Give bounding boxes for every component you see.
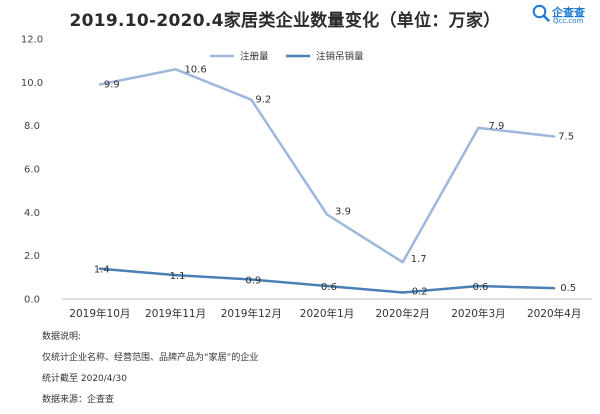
data-point: [98, 267, 102, 270]
data-label: 0.5: [560, 283, 576, 294]
legend-label: 注册量: [240, 51, 269, 63]
y-tick-label: 8.0: [24, 121, 40, 132]
data-label: 7.5: [558, 132, 574, 143]
x-tick-label: 2020年2月: [376, 307, 430, 320]
x-tick-label: 2020年1月: [300, 307, 354, 320]
data-label: 0.6: [472, 282, 488, 293]
y-tick-label: 12.0: [21, 35, 43, 46]
data-point: [250, 98, 253, 101]
data-notes: 数据说明: 仅统计企业名称、经营范围、品牌产品为“家居”的企业 统计截至 202…: [42, 330, 258, 414]
logo-text: 企查查: [552, 6, 585, 19]
data-point: [552, 135, 556, 138]
x-tick-label: 2019年10月: [69, 307, 130, 320]
series-lines: 9.9 10.6 9.2 3.9 1.7 7.9 7.5 1.4 1.1 0.9 0.6 0.2 0.6…: [94, 64, 576, 297]
chart-title: 2019.10-2020.4家居类企业数量变化（单位：万家）: [69, 11, 501, 31]
data-label: 1.4: [94, 265, 110, 276]
data-label: 9.2: [255, 95, 271, 106]
x-tick-label: 2019年12月: [221, 307, 282, 320]
notes-line-scope: 仅统计企业名称、经营范围、品牌产品为“家居”的企业: [42, 353, 259, 363]
data-label: 0.6: [321, 282, 337, 293]
data-label: 0.9: [245, 276, 261, 287]
data-point: [477, 284, 480, 288]
data-label: 0.2: [412, 287, 428, 298]
y-tick-label: 2.0: [24, 251, 40, 262]
data-point: [250, 278, 253, 281]
data-label: 7.9: [488, 121, 504, 132]
data-label: 3.9: [335, 207, 351, 218]
data-point: [325, 284, 329, 288]
data-point: [174, 68, 177, 71]
y-tick-label: 4.0: [24, 208, 40, 219]
y-axis: 0.0 2.0 4.0 6.0 8.0 10.0 12.0: [21, 35, 43, 306]
data-label: 1.1: [170, 271, 186, 282]
legend: 注册量 注销吊销量: [210, 51, 364, 63]
data-point: [325, 213, 329, 216]
notes-line-cutoff: 统计截至 2020/4/30: [42, 374, 128, 384]
y-tick-label: 10.0: [21, 78, 43, 89]
qcc-logo: 企查查 Qcc.com: [532, 4, 598, 30]
notes-heading: 数据说明:: [42, 332, 82, 342]
data-point: [477, 126, 480, 130]
data-label: 1.7: [411, 254, 427, 265]
data-point: [552, 286, 556, 290]
notes-line-source: 数据来源：企查查: [42, 395, 115, 405]
data-point: [401, 291, 404, 294]
x-axis: 2019年10月 2019年11月 2019年12月 2020年1月 2020年2月 20…: [62, 298, 592, 320]
line-chart: 0.0 2.0 4.0 6.0 8.0 10.0 12.0 2019年10月 2019年11月…: [21, 35, 592, 320]
data-point: [174, 273, 177, 277]
x-tick-label: 2020年3月: [451, 307, 505, 320]
y-tick-label: 6.0: [24, 165, 40, 176]
y-tick-label: 0.0: [24, 295, 40, 306]
logo-subtext: Qcc.com: [553, 17, 584, 25]
data-label: 10.6: [184, 64, 206, 75]
x-tick-label: 2020年4月: [527, 307, 581, 320]
data-point: [401, 260, 404, 264]
series-line-registered: [99, 68, 555, 264]
data-label: 9.9: [104, 80, 120, 91]
magnifier-logo-icon: [532, 4, 550, 22]
data-point: [98, 83, 102, 86]
x-tick-label: 2019年11月: [145, 307, 206, 320]
legend-label: 注销吊销量: [316, 51, 364, 63]
